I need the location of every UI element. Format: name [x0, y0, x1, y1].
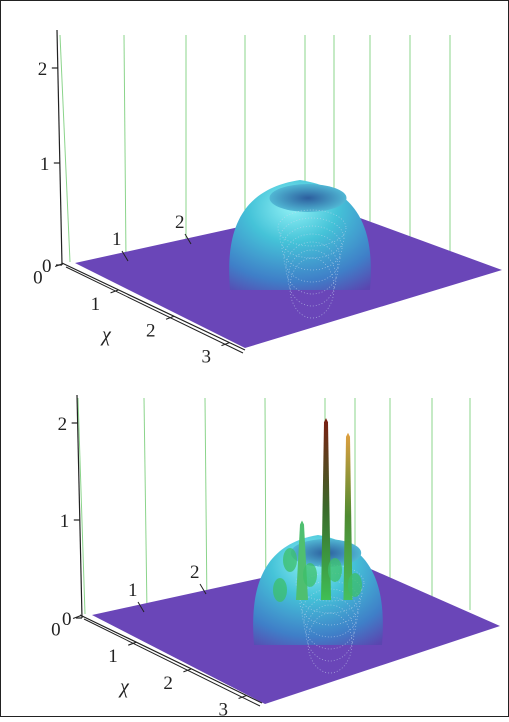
x-tick	[72, 615, 82, 620]
y-tick	[121, 250, 129, 262]
spike-1	[321, 418, 331, 600]
x-tick-label: 1	[108, 646, 118, 667]
noise-patch	[283, 548, 297, 572]
x-axis-label: χ	[100, 324, 112, 346]
mesh-ring	[285, 241, 339, 295]
y-tick	[137, 601, 145, 613]
mesh-ring	[307, 612, 353, 674]
y-tick	[184, 233, 192, 245]
grid-line	[143, 397, 148, 613]
mesh-ring	[283, 233, 341, 283]
x-tick	[183, 668, 192, 673]
z-axis-line	[76, 394, 83, 619]
mesh-ring	[295, 564, 365, 602]
y-tick-label: 2	[190, 562, 200, 583]
grid-line	[59, 34, 71, 263]
x-axis-line	[61, 262, 246, 351]
grid-lines	[77, 397, 471, 615]
x-tick-label: 0	[33, 268, 43, 289]
mesh-ring	[301, 588, 359, 638]
noise-patch	[303, 563, 317, 587]
x-tick-label: 2	[146, 320, 156, 341]
x-axis-line-inner	[83, 618, 261, 707]
y-tick-label: 2	[175, 212, 185, 233]
x-tick	[238, 695, 247, 700]
grid-line	[77, 397, 86, 615]
x-tick-label: 2	[163, 673, 173, 694]
mesh-ring	[287, 249, 337, 307]
x-tick-label: 1	[91, 294, 101, 315]
mesh-ring	[281, 225, 343, 271]
grid-line	[123, 34, 127, 261]
x-tick-label: 3	[201, 347, 211, 368]
spike-2	[343, 432, 353, 600]
z-tick-label: 2	[38, 59, 48, 80]
x-tick	[110, 289, 119, 294]
z-tick-label: 2	[58, 414, 68, 435]
spikes	[273, 418, 362, 602]
x-tick	[221, 342, 230, 347]
x-axis-line-inner	[65, 266, 244, 354]
noise-patch	[273, 578, 287, 602]
x-axis-line	[79, 614, 263, 704]
panel-top: 0 1 2 0 1 2 3 χ 1 2	[33, 29, 502, 368]
x-tick-label: 3	[219, 700, 229, 717]
noise-patch	[348, 573, 362, 597]
y-tick-label: 1	[128, 580, 138, 601]
y-tick-label: 1	[112, 229, 122, 250]
z-tick-label: 1	[60, 511, 70, 532]
z-tick-label: 0	[62, 609, 72, 630]
grid-line	[204, 397, 208, 611]
x-axis-label: χ	[118, 676, 130, 698]
mesh-ring	[303, 596, 357, 650]
z-tick-label: 1	[40, 154, 50, 175]
mesh-ring	[305, 604, 355, 662]
y-tick	[199, 583, 207, 595]
x-tick	[54, 263, 64, 268]
noise-patch	[328, 558, 342, 582]
z-axis-line	[56, 29, 63, 266]
x-tick-label: 0	[51, 620, 61, 641]
bump-crater	[269, 184, 347, 212]
mesh-ring	[279, 217, 345, 259]
mesh-ring	[289, 257, 335, 319]
x-tick	[128, 641, 137, 646]
bump	[229, 180, 371, 319]
mesh-ring	[299, 580, 361, 626]
mesh-ring	[277, 209, 347, 247]
x-tick	[165, 315, 175, 320]
z-tick-label: 0	[42, 256, 52, 277]
